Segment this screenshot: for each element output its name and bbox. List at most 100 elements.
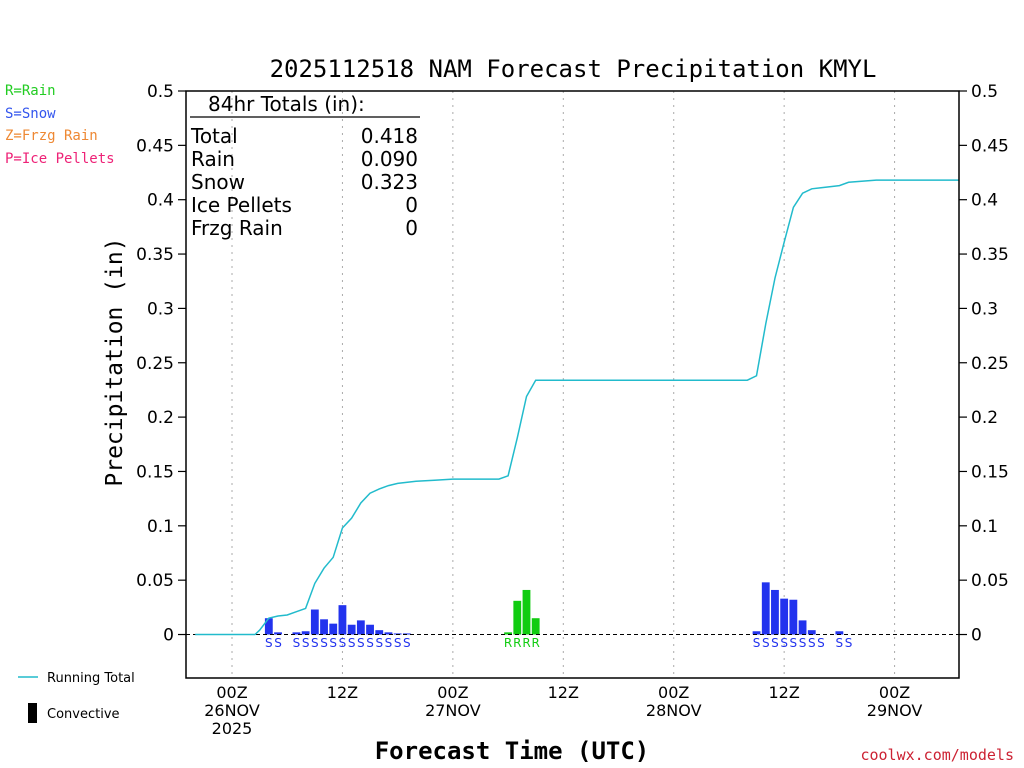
totals-label-total: Total: [190, 124, 238, 148]
precip-type-marker: S: [790, 636, 798, 650]
precip-bar: [384, 632, 393, 635]
y-tick-label-left: 0.5: [147, 82, 174, 102]
precip-bar: [347, 624, 356, 635]
totals-label-frzg-rain: Frzg Rain: [191, 216, 283, 240]
legend-rain: R=Rain: [5, 83, 56, 99]
precip-type-marker: S: [394, 636, 402, 650]
legend-frzg-rain: Z=Frzg Rain: [5, 128, 98, 144]
precip-type-marker: S: [808, 636, 816, 650]
y-tick-label-left: 0.45: [136, 136, 174, 156]
precip-bar: [761, 582, 770, 635]
precip-bar: [789, 599, 798, 635]
plot-frame: [185, 90, 960, 679]
x-tick-label: 28NOV: [646, 701, 702, 720]
x-tick-label: 12Z: [327, 683, 358, 702]
legend-convective-swatch: [28, 703, 37, 723]
precip-type-marker: S: [836, 636, 844, 650]
x-tick-label: 26NOV: [204, 701, 260, 720]
precip-type-marker: S: [311, 636, 319, 650]
precip-bar: [310, 609, 319, 635]
x-tick-label: 27NOV: [425, 701, 481, 720]
precip-type-marker: R: [504, 636, 512, 650]
y-axis-title: Precipitation (in): [102, 237, 128, 486]
vertical-gridlines: [231, 91, 896, 678]
precip-type-marker: S: [375, 636, 383, 650]
precip-type-marker: S: [274, 636, 282, 650]
y-tick-label-left: 0.3: [147, 299, 174, 319]
precip-bar: [513, 600, 522, 635]
y-tick-label-left: 0.05: [136, 571, 174, 591]
legend-running-total: Running Total: [47, 671, 135, 686]
precip-type-marker: S: [357, 636, 365, 650]
totals-label-ice-pellets: Ice Pellets: [191, 193, 292, 217]
y-tick-label-left: 0.4: [147, 191, 174, 211]
running-total-line: [195, 179, 959, 636]
precip-bar: [264, 618, 273, 635]
x-tick-label: 00Z: [658, 683, 689, 702]
precip-type-marker: S: [799, 636, 807, 650]
precip-bar: [320, 619, 328, 635]
credit-text: coolwx.com/models: [860, 746, 1014, 764]
precip-bar: [780, 598, 789, 635]
precip-type-marker: R: [532, 636, 540, 650]
y-tick-label-right: 0.4: [971, 191, 998, 211]
x-tick-label: 2025: [212, 719, 253, 738]
precip-bar: [356, 620, 365, 635]
y-tick-label-right: 0.35: [971, 245, 1009, 265]
x-tick-label: 12Z: [768, 683, 799, 702]
precip-bar: [504, 632, 512, 635]
precip-bar: [274, 632, 282, 635]
precip-type-marker: S: [302, 636, 310, 650]
y-tick-label-right: 0.05: [971, 571, 1009, 591]
precip-type-marker: S: [385, 636, 393, 650]
y-tick-label-right: 0.5: [971, 82, 998, 102]
precip-bar: [292, 632, 301, 635]
hourly-precip-bars: [264, 582, 844, 635]
precip-type-marker: S: [293, 636, 301, 650]
y-tick-label-left: 0.25: [136, 354, 174, 374]
legend-snow: S=Snow: [5, 106, 56, 122]
totals-value-frzg-rain: 0: [405, 216, 418, 240]
precip-type-marker: S: [348, 636, 356, 650]
precip-type-marker: S: [339, 636, 347, 650]
x-tick-label: 12Z: [548, 683, 579, 702]
precip-bar: [329, 623, 338, 635]
precip-type-marker: S: [403, 636, 411, 650]
totals-value-total: 0.418: [361, 124, 418, 148]
x-tick-label: 00Z: [879, 683, 910, 702]
y-tick-label-right: 0.3: [971, 299, 998, 319]
x-tick-label: 00Z: [437, 683, 468, 702]
precip-bar: [393, 633, 402, 635]
precip-bar: [798, 620, 807, 635]
x-tick-label: 00Z: [216, 683, 247, 702]
y-tick-label-right: 0.15: [971, 462, 1009, 482]
totals-label-rain: Rain: [191, 147, 235, 171]
totals-header: 84hr Totals (in):: [208, 92, 365, 116]
precip-type-marker: S: [320, 636, 328, 650]
precip-bar: [366, 624, 374, 635]
precip-type-marker: R: [513, 636, 521, 650]
totals-box: 84hr Totals (in): Total 0.418 Rain 0.090…: [190, 92, 420, 240]
precip-type-marker: S: [366, 636, 374, 650]
precip-bar: [531, 618, 540, 635]
y-tick-label-left: 0.1: [147, 517, 174, 537]
totals-label-snow: Snow: [191, 170, 245, 194]
precip-bar: [771, 589, 779, 635]
legend-convective: Convective: [47, 707, 120, 722]
precip-type-marker: S: [780, 636, 788, 650]
y-tick-label-right: 0.1: [971, 517, 998, 537]
precip-type-marker: S: [817, 636, 825, 650]
x-axis-title: Forecast Time (UTC): [375, 737, 650, 765]
precip-bar: [402, 633, 411, 635]
y-axis-left-labels: 0 0.05 0.1 0.15 0.2 0.25 0.3 0.35 0.4 0.45 0.5: [136, 82, 186, 646]
y-tick-label-right: 0.2: [971, 408, 998, 428]
y-tick-label-right: 0.25: [971, 354, 1009, 374]
y-tick-label-left: 0.2: [147, 408, 174, 428]
y-axis-right-labels: 0 0.05 0.1 0.15 0.2 0.25 0.3 0.35 0.4 0.45 0.5: [959, 82, 1009, 646]
precip-bar: [807, 630, 816, 635]
precip-type-marker: S: [771, 636, 779, 650]
x-tick-label: 29NOV: [867, 701, 923, 720]
chart-title: 2025112518 NAM Forecast Precipitation KM…: [270, 55, 877, 83]
